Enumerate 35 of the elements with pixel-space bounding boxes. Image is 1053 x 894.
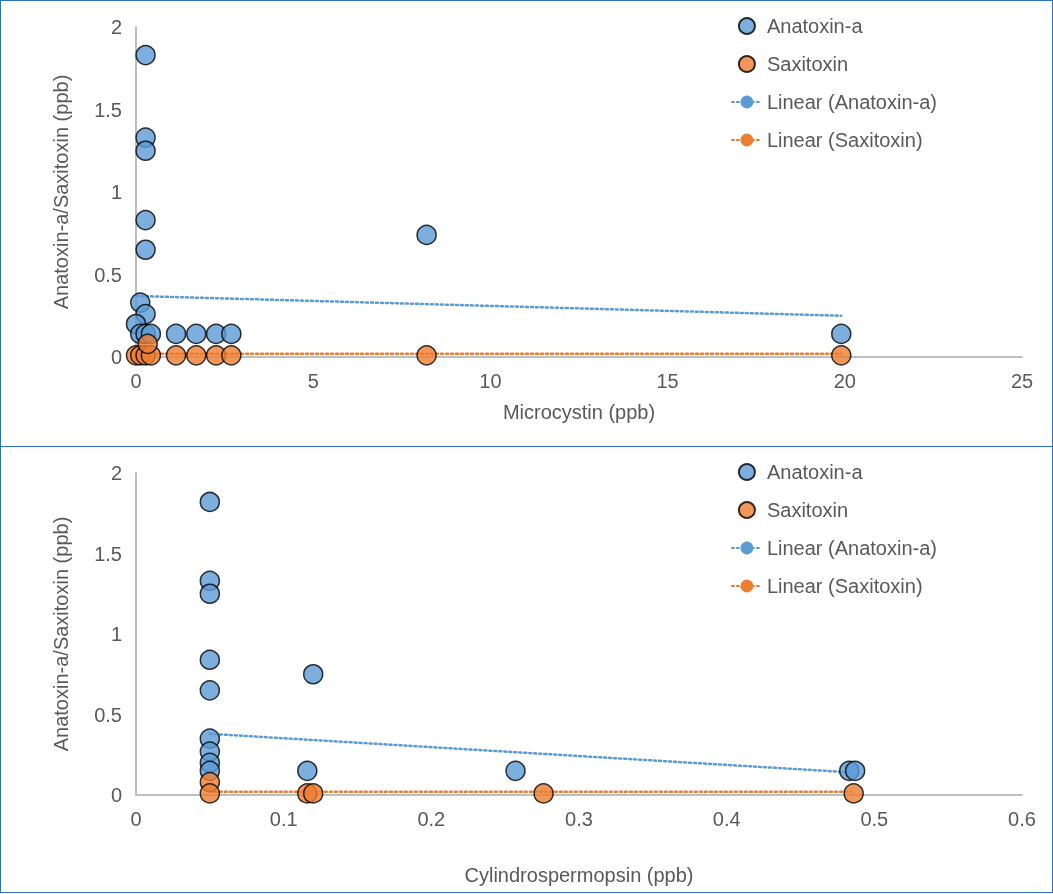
y-tick-label: 1.5 (94, 542, 122, 565)
x-tick-label: 0.4 (712, 808, 741, 830)
x-tick-label: 0 (130, 370, 142, 392)
x-tick-label: 0.3 (565, 808, 593, 830)
legend-label: Anatoxin-a (766, 15, 864, 37)
legend-label: Saxitoxin (766, 53, 849, 75)
y-tick-label: 0 (110, 346, 122, 368)
y-axis-title: Anatoxin-a/Saxitoxin (ppb) (50, 516, 72, 752)
x-tick-label: 10 (479, 370, 502, 392)
x-tick-label: 15 (656, 370, 679, 392)
y-tick-label: 2 (110, 16, 122, 38)
legend-label: Linear (Saxitoxin) (766, 129, 923, 151)
legend-label: Linear (Saxitoxin) (766, 575, 923, 597)
x-axis-title: Microcystin (ppb) (502, 401, 656, 423)
legend-label: Saxitoxin (766, 499, 849, 521)
y-tick-label: 2 (110, 462, 122, 484)
x-tick-label: 5 (307, 370, 319, 392)
x-tick-label: 0.6 (1008, 808, 1036, 830)
legend-label: Linear (Anatoxin-a) (766, 537, 938, 559)
x-tick-label: 0.5 (860, 808, 889, 830)
y-tick-label: 1.5 (94, 98, 122, 121)
y-tick-label: 1 (110, 623, 122, 645)
legend-label: Anatoxin-a (766, 461, 864, 483)
x-axis-title: Cylindrospermopsin (ppb) (464, 864, 694, 886)
x-tick-label: 0.1 (269, 808, 298, 830)
x-tick-label: 20 (833, 370, 856, 392)
y-tick-label: 0.5 (94, 263, 122, 286)
y-tick-label: 0.5 (94, 703, 122, 726)
x-tick-label: 25 (1010, 370, 1034, 392)
y-axis-title: Anatoxin-a/Saxitoxin (ppb) (50, 74, 72, 310)
y-tick-label: 1 (110, 181, 122, 203)
y-tick-label: 0 (110, 784, 122, 806)
x-tick-label: 0.2 (417, 808, 446, 830)
legend-label: Linear (Anatoxin-a) (766, 91, 938, 113)
x-tick-label: 0 (130, 808, 142, 830)
